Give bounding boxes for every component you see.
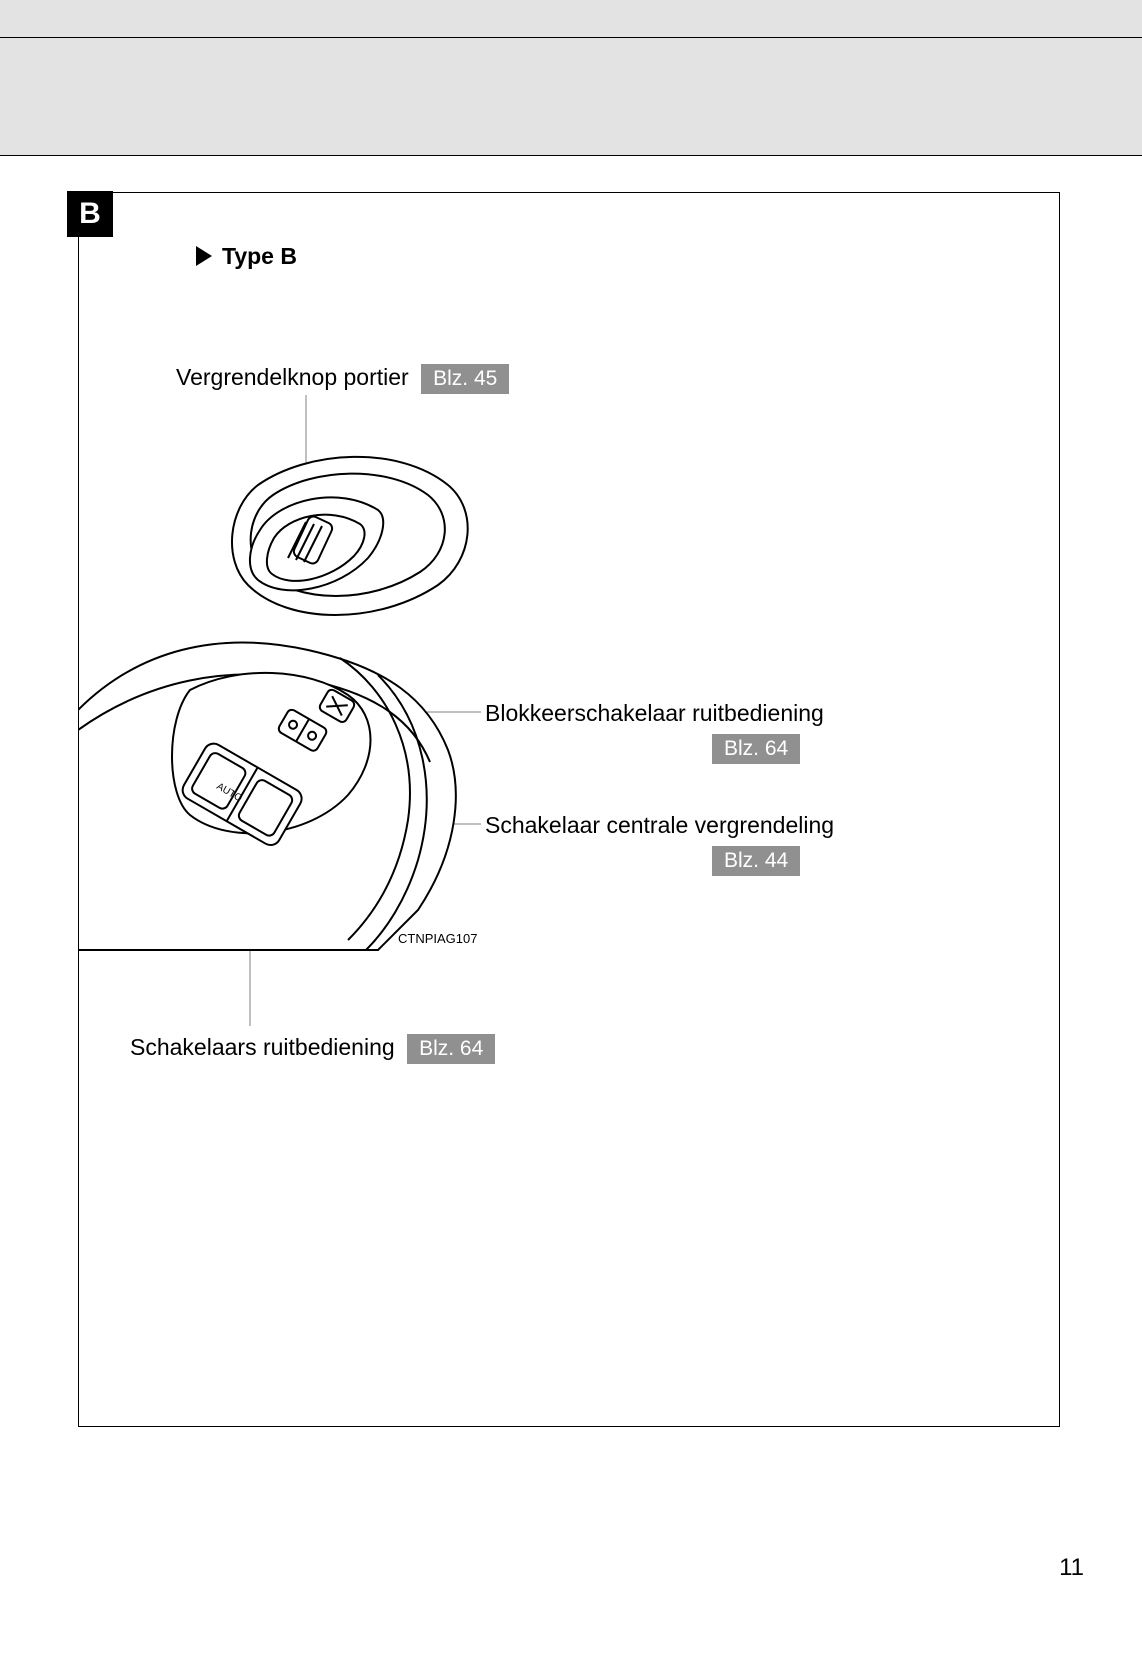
callout-window-switches-label: Schakelaars ruitbediening [130, 1034, 395, 1060]
page: B Type B Vergrendelknop portier Blz. 45 … [0, 0, 1142, 1654]
heading-type-b: Type B [196, 243, 297, 270]
header-top-rule [0, 37, 1142, 38]
page-number: 11 [1059, 1554, 1084, 1582]
door-panel-diagram: AUTO [78, 390, 778, 1030]
triangle-icon [196, 246, 212, 266]
callout-lock-button-label: Vergrendelknop portier [176, 364, 409, 390]
header-gray-band [0, 0, 1142, 156]
page-ref-badge: Blz. 64 [407, 1034, 495, 1064]
section-badge: B [67, 191, 113, 237]
heading-label: Type B [222, 243, 297, 269]
callout-window-switches: Schakelaars ruitbediening Blz. 64 [130, 1034, 495, 1064]
